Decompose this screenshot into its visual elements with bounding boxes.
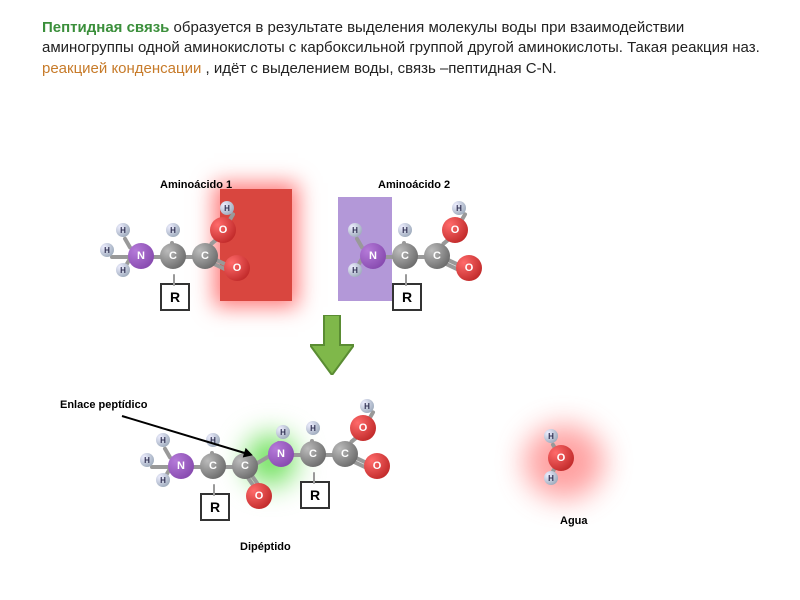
atom-H: H — [220, 201, 234, 215]
r-group: R — [200, 493, 230, 521]
r-group: R — [160, 283, 190, 311]
atom-H: H — [156, 433, 170, 447]
highlight-condensation: реакцией конденсации — [42, 60, 201, 77]
atom-H: H — [348, 223, 362, 237]
atom-H: H — [544, 429, 558, 443]
atom-C: C — [392, 243, 418, 269]
description-text: Пептидная связь образуется в результате … — [42, 18, 762, 79]
atom-H: H — [116, 263, 130, 277]
atom-C: C — [332, 441, 358, 467]
atom-H: H — [116, 223, 130, 237]
highlight-peptide-bond: Пептидная связь — [42, 19, 169, 36]
atom-O: O — [548, 445, 574, 471]
label-aa1: Aminoácido 1 — [160, 179, 232, 191]
atom-O: O — [224, 255, 250, 281]
atom-H: H — [452, 201, 466, 215]
atom-C: C — [200, 453, 226, 479]
atom-H: H — [398, 223, 412, 237]
reaction-diagram: Aminoácido 1 Aminoácido 2 Enlace peptídico… — [60, 175, 740, 575]
atom-O: O — [364, 453, 390, 479]
r-group: R — [300, 481, 330, 509]
atom-N: N — [360, 243, 386, 269]
atom-O: O — [210, 217, 236, 243]
atom-H: H — [348, 263, 362, 277]
atom-C: C — [160, 243, 186, 269]
atom-C: C — [192, 243, 218, 269]
atom-H: H — [544, 471, 558, 485]
atom-C: C — [300, 441, 326, 467]
atom-N: N — [268, 441, 294, 467]
atom-N: N — [128, 243, 154, 269]
label-water: Agua — [560, 515, 588, 527]
atom-H: H — [306, 421, 320, 435]
atom-O: O — [442, 217, 468, 243]
atom-C: C — [424, 243, 450, 269]
label-peptide: Enlace peptídico — [60, 399, 147, 411]
atom-H: H — [360, 399, 374, 413]
atom-H: H — [100, 243, 114, 257]
label-dipeptide: Dipéptido — [240, 541, 291, 553]
atom-O: O — [456, 255, 482, 281]
text-part-2: , идёт с выделением воды, связь –пептидн… — [201, 60, 556, 77]
atom-N: N — [168, 453, 194, 479]
atom-H: H — [276, 425, 290, 439]
atom-H: H — [140, 453, 154, 467]
r-group: R — [392, 283, 422, 311]
atom-H: H — [166, 223, 180, 237]
atom-H: H — [156, 473, 170, 487]
atom-O: O — [350, 415, 376, 441]
label-aa2: Aminoácido 2 — [378, 179, 450, 191]
atom-O: O — [246, 483, 272, 509]
